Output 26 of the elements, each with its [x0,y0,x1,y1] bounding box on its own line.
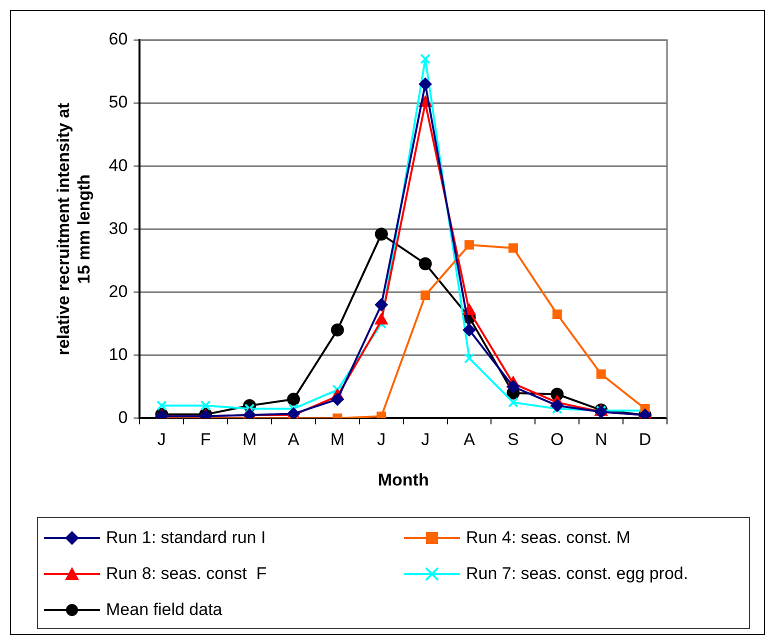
x-tick-label: O [550,430,564,450]
y-tick-label: 0 [118,408,128,427]
y-tick-label: 30 [108,218,128,238]
x-axis-title: Month [378,470,429,490]
x-tick-label: F [200,430,211,450]
legend-label: Run 8: seas. const F [106,564,267,584]
x-tick-label: J [377,430,386,450]
x-tick-label: S [508,430,519,450]
x-tick-label: A [288,430,300,450]
x-tick-label: J [421,430,430,450]
y-tick-label: 50 [108,92,128,112]
x-tick-label: M [330,430,345,450]
y-tick-label: 20 [108,282,128,301]
y-tick-label: 60 [108,30,128,49]
y-axis-title: relative recruitment intensity at 15 mm length [54,102,94,356]
y-tick-label: 40 [108,156,128,175]
x-tick-label: D [638,430,652,450]
x-tick-label: M [242,430,257,450]
legend-label: Mean field data [106,600,222,620]
x-tick-label: A [464,430,476,450]
legend-label: Run 1: standard run I [106,528,266,548]
legend-label: Run 4: seas. const. M [466,528,630,548]
x-tick-label: J [157,430,166,450]
y-tick-label: 10 [108,344,128,364]
x-tick-label: N [594,430,608,450]
legend-label: Run 7: seas. const. egg prod. [466,564,688,584]
